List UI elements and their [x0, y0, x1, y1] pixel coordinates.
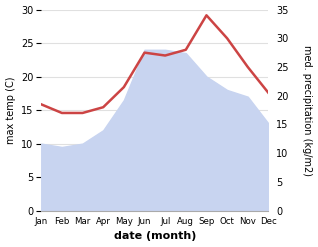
X-axis label: date (month): date (month) — [114, 231, 196, 242]
Y-axis label: med. precipitation (kg/m2): med. precipitation (kg/m2) — [302, 45, 313, 176]
Y-axis label: max temp (C): max temp (C) — [5, 76, 16, 144]
